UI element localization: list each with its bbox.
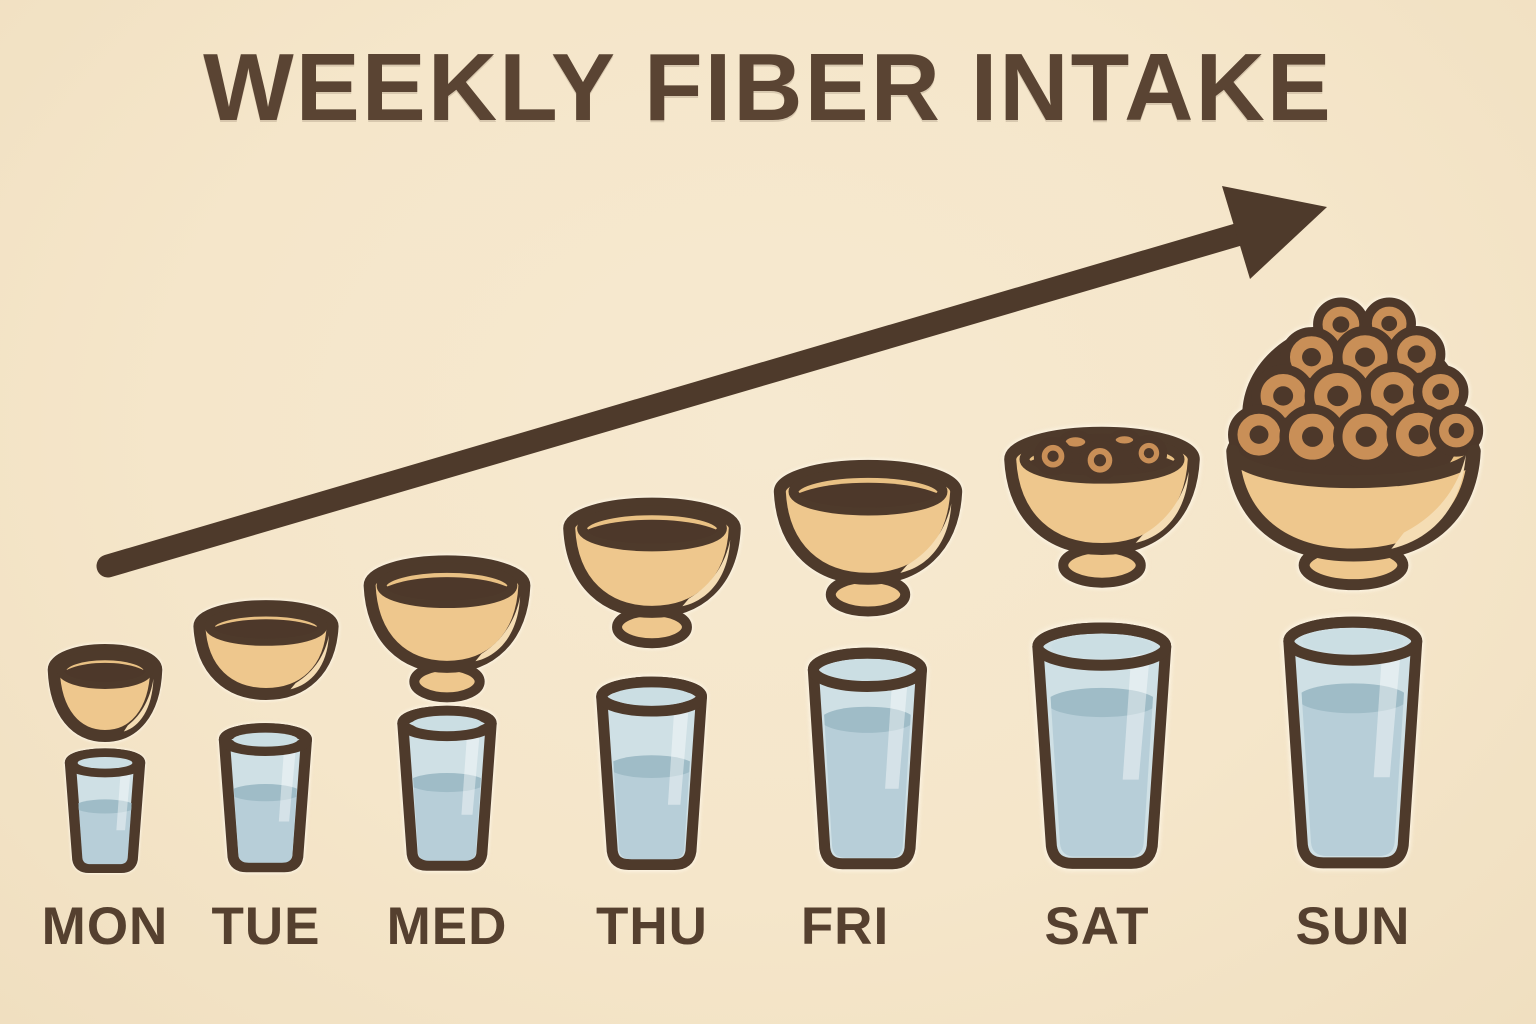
bowl-icon-thu — [569, 504, 735, 644]
water-glass-icon-tue — [218, 729, 313, 873]
day-label-thu: THU — [596, 897, 708, 956]
bowl-icon-wed — [370, 561, 525, 697]
day-label-wed: MED — [387, 897, 508, 956]
day-column-thu: THU — [569, 504, 735, 956]
day-label-sat: SAT — [1044, 897, 1149, 956]
day-column-fri: FRI — [780, 466, 956, 956]
day-label-sun: SUN — [1296, 897, 1411, 956]
water-glass-icon-sat — [1028, 628, 1176, 875]
water-glass-icon-wed — [396, 711, 498, 871]
bowl-icon-mon — [54, 650, 157, 736]
page-title: WEEKLY FIBER INTAKE — [203, 34, 1333, 141]
water-glass-icon-thu — [594, 682, 709, 872]
bowl-icon-tue — [199, 606, 332, 694]
heaped-cereal-bowl-icon-sun — [1233, 302, 1479, 585]
water-glass-icon-fri — [805, 653, 930, 874]
cereal-bowl-icon-sat — [1010, 433, 1194, 583]
bowl-icon-fri — [780, 466, 956, 612]
trend-arrow-icon — [96, 186, 1327, 578]
day-label-fri: FRI — [801, 897, 889, 956]
day-column-tue: TUE — [199, 606, 332, 956]
water-glass-icon-sun — [1279, 622, 1427, 875]
day-label-tue: TUE — [212, 897, 321, 956]
day-column-sun: SUN — [1233, 302, 1479, 956]
day-column-sat: SAT — [1010, 433, 1194, 956]
water-glass-icon-mon — [65, 754, 145, 872]
day-column-wed: MED — [370, 561, 525, 956]
day-label-mon: MON — [42, 897, 169, 956]
day-column-mon: MON — [42, 650, 169, 956]
